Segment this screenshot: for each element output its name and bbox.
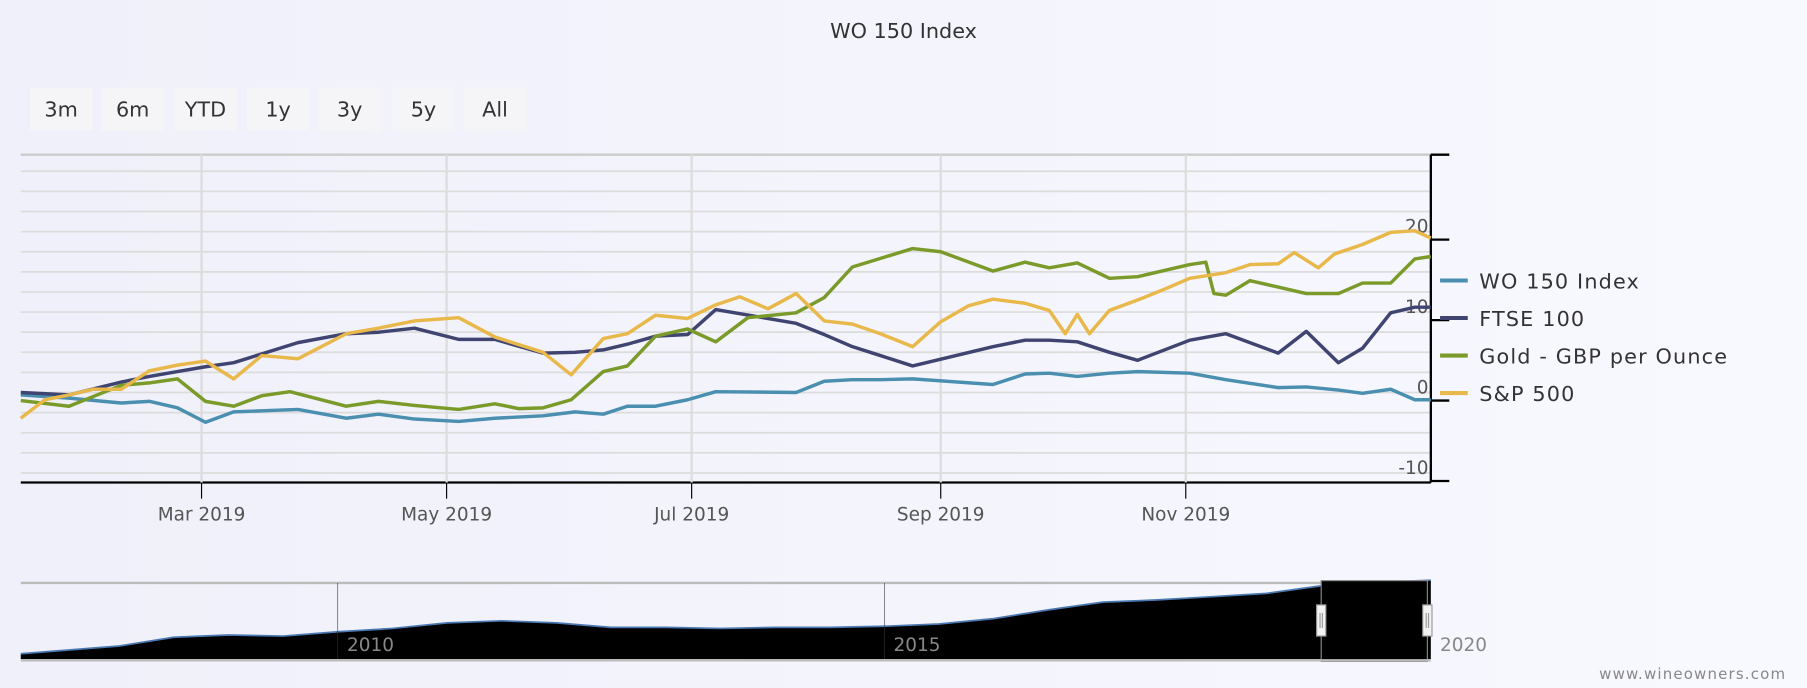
range-button-label: 5y bbox=[411, 98, 437, 122]
series-line-wo-150-index[interactable] bbox=[20, 369, 1431, 424]
range-button-6m[interactable]: 6m bbox=[101, 87, 164, 131]
navigator-left-handle[interactable] bbox=[1316, 604, 1327, 637]
y-tick-label: -10 bbox=[1398, 458, 1428, 479]
navigator[interactable]: 2010 2015 2020 bbox=[20, 579, 1487, 663]
range-button-5y[interactable]: 5y bbox=[392, 87, 455, 131]
handle-grip bbox=[1316, 604, 1327, 637]
series-line-s-p-500[interactable] bbox=[19, 229, 1432, 420]
range-button-label: All bbox=[482, 98, 508, 122]
navigator-right-handle[interactable] bbox=[1422, 604, 1433, 637]
range-button-label: YTD bbox=[184, 98, 226, 122]
legend-label: FTSE 100 bbox=[1479, 307, 1585, 331]
range-button-label: 1y bbox=[265, 98, 291, 122]
navigator-tick-label: 2020 bbox=[1440, 635, 1487, 656]
credit-link[interactable]: www.wineowners.com bbox=[1599, 665, 1786, 683]
handle-grip bbox=[1422, 604, 1433, 637]
series-line-ftse-100[interactable] bbox=[20, 305, 1431, 397]
range-button-all[interactable]: All bbox=[463, 87, 527, 131]
navigator-selection[interactable] bbox=[1320, 580, 1428, 663]
x-tick-label: May 2019 bbox=[401, 505, 492, 526]
x-tick-label: Nov 2019 bbox=[1141, 505, 1230, 526]
y-tick-label: 0 bbox=[1417, 378, 1429, 399]
range-button-3m[interactable]: 3m bbox=[30, 87, 93, 131]
series-line-gold-gbp-per-ounce[interactable] bbox=[20, 246, 1432, 412]
range-button-label: 3y bbox=[337, 98, 363, 122]
navigator-line bbox=[20, 579, 1431, 655]
x-tick-label: Jul 2019 bbox=[653, 505, 729, 526]
legend-item-s-p-500[interactable]: S&P 500 bbox=[1440, 382, 1575, 406]
legend-item-gold-gbp-per-ounce[interactable]: Gold - GBP per Ounce bbox=[1440, 345, 1728, 369]
legend-label: WO 150 Index bbox=[1479, 270, 1640, 294]
plot-area bbox=[19, 229, 1432, 424]
grid bbox=[20, 153, 1431, 474]
range-selector: 3m 6m YTD 1y 3y 5y All bbox=[30, 87, 527, 131]
navigator-area bbox=[20, 580, 1431, 660]
x-axis: Mar 2019 May 2019 Jul 2019 Sep 2019 Nov 2019 bbox=[20, 154, 1431, 526]
navigator-tick-label: 2015 bbox=[894, 635, 941, 656]
range-button-ytd[interactable]: YTD bbox=[174, 87, 237, 131]
range-button-label: 3m bbox=[44, 98, 77, 122]
range-button-1y[interactable]: 1y bbox=[246, 87, 310, 131]
chart-title: WO 150 Index bbox=[830, 19, 977, 43]
range-button-3y[interactable]: 3y bbox=[318, 87, 381, 131]
x-tick-label: Sep 2019 bbox=[897, 505, 985, 526]
legend: WO 150 Index FTSE 100 Gold - GBP per Ounce… bbox=[1440, 270, 1728, 406]
range-button-label: 6m bbox=[116, 98, 149, 122]
legend-item-ftse-100[interactable]: FTSE 100 bbox=[1440, 307, 1585, 331]
legend-item-wo-150-index[interactable]: WO 150 Index bbox=[1440, 270, 1640, 294]
x-tick-label: Mar 2019 bbox=[158, 505, 246, 526]
legend-label: Gold - GBP per Ounce bbox=[1479, 345, 1728, 369]
navigator-tick-label: 2010 bbox=[347, 635, 394, 656]
legend-label: S&P 500 bbox=[1479, 382, 1575, 406]
